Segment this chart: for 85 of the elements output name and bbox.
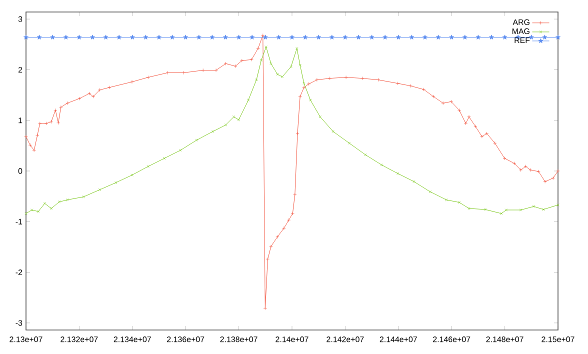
point: [309, 98, 312, 102]
point: [298, 64, 302, 66]
point: [82, 195, 85, 198]
point: [409, 34, 414, 40]
point: [462, 34, 468, 40]
point: [476, 34, 481, 40]
point: [143, 34, 148, 40]
point: [458, 201, 461, 204]
point: [332, 130, 334, 133]
point: [296, 47, 298, 50]
point: [196, 34, 202, 40]
point: [290, 65, 292, 68]
point: [380, 164, 383, 166]
point: [255, 78, 258, 82]
point: [66, 198, 69, 202]
point: [280, 75, 284, 78]
point: [247, 98, 250, 102]
point: [262, 34, 268, 40]
point: [58, 200, 61, 204]
point: [195, 138, 198, 142]
point: [260, 58, 263, 62]
point: [130, 34, 135, 40]
point: [290, 34, 294, 40]
point: [103, 34, 108, 40]
point: [210, 34, 215, 40]
point: [98, 188, 102, 192]
point: [542, 208, 545, 211]
point: [369, 34, 374, 40]
point: [276, 72, 279, 76]
point: [114, 181, 118, 184]
point: [556, 34, 560, 40]
point: [428, 190, 432, 194]
point: [532, 205, 536, 208]
point: [318, 115, 322, 118]
point: [223, 34, 228, 40]
point: [236, 34, 242, 40]
point: [302, 82, 306, 85]
point: [36, 210, 40, 213]
point: [63, 34, 68, 40]
point: [30, 208, 34, 212]
point: [422, 34, 428, 40]
point: [436, 34, 441, 40]
point: [412, 180, 416, 183]
point: [342, 34, 348, 40]
point: [250, 34, 255, 40]
point: [396, 172, 400, 175]
point: [270, 62, 272, 65]
point: [542, 34, 548, 40]
point: [449, 34, 454, 40]
point: [116, 34, 122, 40]
point: [224, 124, 228, 126]
point: [130, 174, 134, 176]
point: [264, 46, 268, 48]
point: [183, 34, 188, 40]
point: [36, 34, 42, 40]
point: [356, 34, 361, 40]
point: [90, 34, 95, 40]
point: [24, 34, 28, 40]
point: [348, 142, 351, 144]
point: [211, 130, 214, 133]
point: [146, 165, 150, 168]
point: [504, 208, 508, 212]
point: [232, 115, 236, 118]
point: [162, 157, 166, 160]
point: [329, 34, 334, 40]
point: [76, 34, 82, 40]
point: [519, 208, 522, 212]
point: [316, 34, 322, 40]
point: [364, 153, 367, 156]
point: [500, 212, 503, 215]
point: [179, 148, 182, 152]
point: [237, 118, 240, 122]
point: [50, 207, 53, 210]
point: [489, 34, 494, 40]
point: [382, 34, 388, 40]
point: [156, 34, 162, 40]
point: [445, 198, 448, 202]
point: [302, 34, 308, 40]
point: [170, 34, 175, 40]
point: [396, 34, 401, 40]
point: [50, 34, 56, 40]
point: [484, 208, 486, 211]
point: [43, 202, 46, 205]
point: [276, 34, 282, 40]
point: [502, 34, 508, 40]
